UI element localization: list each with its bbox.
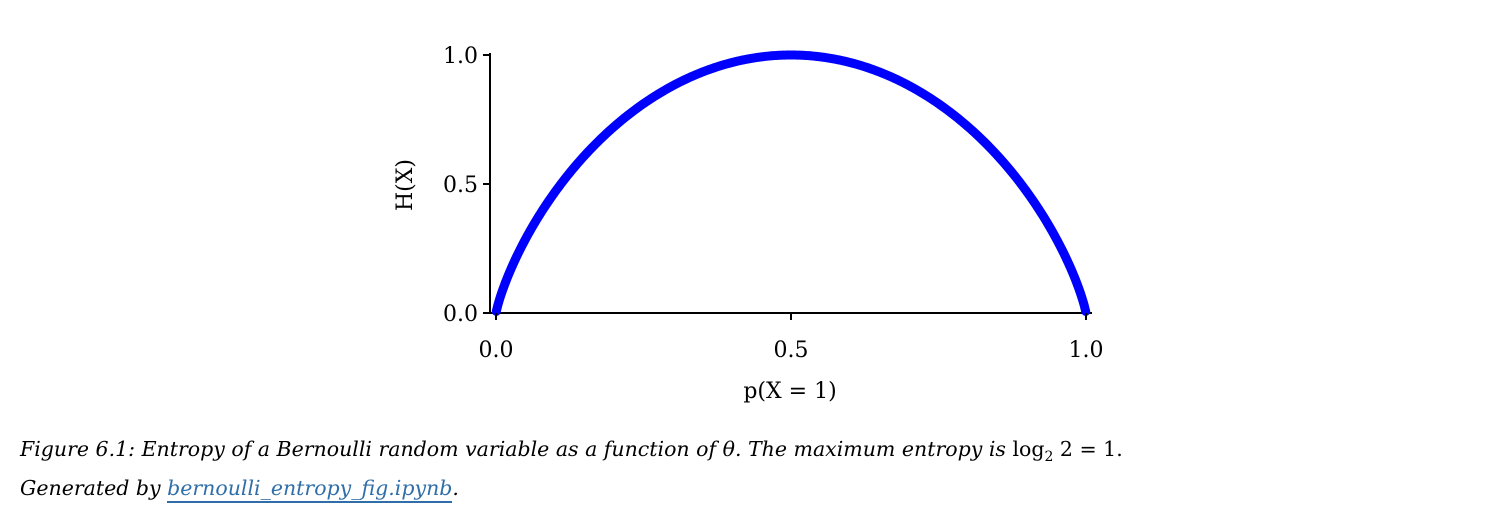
caption-period: . — [452, 476, 459, 500]
data-point — [1085, 310, 1086, 311]
data-point — [761, 56, 762, 57]
data-point — [584, 155, 585, 156]
caption-text-after-theta: . The maximum entropy is — [735, 437, 1006, 461]
data-point — [496, 310, 497, 311]
x-axis-label: p(X = 1) — [743, 379, 836, 404]
data-point — [909, 85, 910, 86]
data-point — [820, 56, 821, 57]
data-point — [879, 72, 880, 73]
caption-line-2: Generated by bernoulli_entropy_fig.ipynb… — [20, 473, 1490, 504]
data-point — [555, 191, 556, 192]
caption-generated-by: Generated by — [20, 476, 161, 500]
y-axis-label: H(X) — [393, 159, 418, 211]
data-point — [732, 62, 733, 63]
data-point — [1074, 276, 1075, 277]
series-layer — [496, 55, 1086, 312]
data-point — [614, 126, 615, 127]
data-point — [997, 155, 998, 156]
caption-text: Figure 6.1: Entropy of a Bernoulli rando… — [20, 437, 716, 461]
entropy-series-line — [496, 55, 1085, 311]
notebook-link[interactable]: bernoulli_entropy_fig.ipynb — [167, 476, 452, 503]
data-point — [501, 292, 502, 293]
figure-caption: Figure 6.1: Entropy of a Bernoulli rando… — [20, 434, 1490, 504]
caption-log-base: 2 — [1044, 449, 1053, 465]
y-tick-label: 0.0 — [443, 302, 478, 327]
data-point — [968, 126, 969, 127]
axes — [489, 53, 1092, 314]
data-point — [1080, 292, 1081, 293]
data-point — [850, 62, 851, 63]
chart-canvas: 0.0 0.5 1.0 0.0 0.5 1.0 p(X = 1) H(X) — [0, 0, 1508, 420]
x-tick-label: 0.0 — [479, 338, 514, 363]
data-point — [938, 103, 939, 104]
data-point — [791, 55, 792, 56]
caption-log: log — [1012, 437, 1044, 461]
data-point — [643, 103, 644, 104]
x-tick-label: 1.0 — [1069, 338, 1104, 363]
data-point — [1027, 191, 1028, 192]
entropy-chart: 0.0 0.5 1.0 0.0 0.5 1.0 p(X = 1) H(X) — [0, 0, 1508, 420]
y-tick-label: 0.5 — [443, 173, 478, 198]
caption-theta: θ — [723, 437, 735, 461]
caption-line-1: Figure 6.1: Entropy of a Bernoulli rando… — [20, 434, 1490, 473]
data-point — [702, 72, 703, 73]
y-tick-label: 1.0 — [443, 44, 478, 69]
data-point — [1056, 239, 1057, 240]
x-tick-label: 0.5 — [774, 338, 809, 363]
data-point — [525, 239, 526, 240]
data-point — [507, 276, 508, 277]
data-point — [673, 85, 674, 86]
caption-equation-tail: 2 = 1. — [1060, 437, 1123, 461]
